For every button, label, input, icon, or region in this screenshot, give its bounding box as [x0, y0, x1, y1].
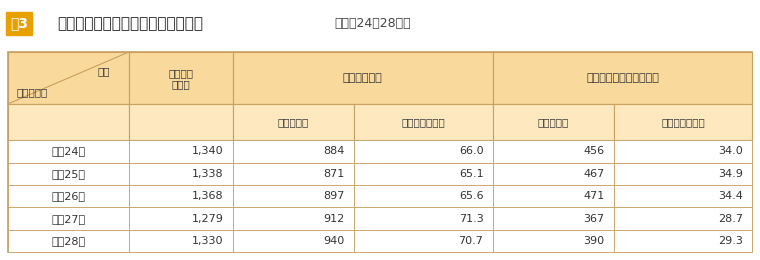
Text: 給与所得以外の所得あり: 給与所得以外の所得あり — [586, 73, 659, 83]
Text: 70.7: 70.7 — [458, 236, 483, 246]
Text: 467: 467 — [584, 169, 605, 179]
Text: 年（暦年）: 年（暦年） — [17, 88, 48, 98]
Text: 1,338: 1,338 — [192, 169, 223, 179]
Text: 940: 940 — [324, 236, 345, 246]
Text: 提出件数: 提出件数 — [168, 68, 193, 78]
Text: 390: 390 — [584, 236, 605, 246]
Text: 構成割合（％）: 構成割合（％） — [661, 117, 705, 127]
Text: 1,340: 1,340 — [192, 146, 223, 156]
Text: （件）: （件） — [172, 80, 190, 89]
Text: 871: 871 — [324, 169, 345, 179]
Text: 構成割合（％）: 構成割合（％） — [401, 117, 445, 127]
Text: 平成24年: 平成24年 — [51, 146, 85, 156]
Text: 1,279: 1,279 — [192, 213, 223, 224]
Text: 34.9: 34.9 — [718, 169, 743, 179]
Text: 平成25年: 平成25年 — [51, 169, 85, 179]
Text: 34.4: 34.4 — [718, 191, 743, 201]
Text: 表3: 表3 — [10, 16, 28, 30]
Text: 28.7: 28.7 — [718, 213, 743, 224]
Text: 34.0: 34.0 — [718, 146, 743, 156]
Text: 平成28年: 平成28年 — [51, 236, 85, 246]
Text: 給与所得のみ: 給与所得のみ — [343, 73, 382, 83]
Text: （平成24〜28年）: （平成24〜28年） — [334, 17, 411, 30]
Text: 912: 912 — [324, 213, 345, 224]
Text: 所得等報告書の提出件数とその内訳: 所得等報告書の提出件数とその内訳 — [57, 16, 203, 31]
Text: 71.3: 71.3 — [459, 213, 483, 224]
Text: 区分: 区分 — [97, 66, 110, 76]
Text: 367: 367 — [584, 213, 605, 224]
Text: 456: 456 — [584, 146, 605, 156]
Text: 884: 884 — [324, 146, 345, 156]
Text: 897: 897 — [324, 191, 345, 201]
Text: 65.6: 65.6 — [459, 191, 483, 201]
Text: 29.3: 29.3 — [718, 236, 743, 246]
Text: 平成27年: 平成27年 — [51, 213, 85, 224]
Text: 66.0: 66.0 — [459, 146, 483, 156]
Text: 件数（件）: 件数（件） — [277, 117, 309, 127]
Text: 平成26年: 平成26年 — [51, 191, 85, 201]
Text: 1,330: 1,330 — [192, 236, 223, 246]
Text: 471: 471 — [584, 191, 605, 201]
Text: 1,368: 1,368 — [192, 191, 223, 201]
Text: 件数（件）: 件数（件） — [537, 117, 568, 127]
Text: 65.1: 65.1 — [459, 169, 483, 179]
